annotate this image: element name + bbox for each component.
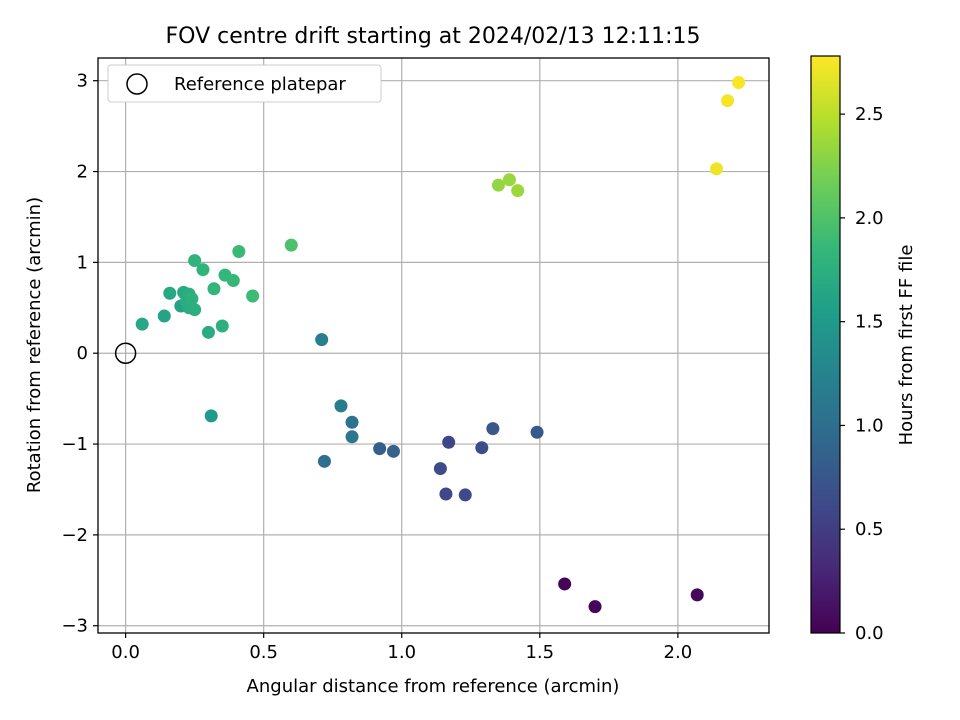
data-point xyxy=(315,333,329,347)
chart-title: FOV centre drift starting at 2024/02/13 … xyxy=(166,24,701,49)
data-point xyxy=(345,415,359,429)
grid-lines xyxy=(98,58,769,633)
y-tick-label: 0 xyxy=(77,343,88,364)
legend-marker-reference xyxy=(126,73,148,95)
colorbar-tick-label: 0.0 xyxy=(855,623,884,644)
colorbar-tick-label: 2.5 xyxy=(855,104,884,125)
y-tick-label: −1 xyxy=(61,434,88,455)
x-tick-label: 1.0 xyxy=(387,642,416,663)
data-point xyxy=(373,442,387,456)
data-point xyxy=(386,444,400,458)
legend-label-reference: Reference platepar xyxy=(174,74,346,95)
x-axis-label: Angular distance from reference (arcmin) xyxy=(247,676,620,697)
x-tick-label: 2.0 xyxy=(664,642,693,663)
y-tick-label: −3 xyxy=(61,616,88,637)
data-point xyxy=(511,184,525,198)
data-point xyxy=(732,76,746,90)
x-axis-ticks: 0.0 0.5 1.0 1.5 2.0 xyxy=(111,633,692,663)
data-point xyxy=(721,94,735,108)
y-axis-ticks: −3 −2 −1 0 1 2 3 xyxy=(61,71,98,637)
data-point xyxy=(207,282,221,296)
colorbar-gradient xyxy=(811,56,840,633)
colorbar-label: Hours from first FF file xyxy=(896,245,917,446)
data-point xyxy=(201,325,215,339)
data-point xyxy=(442,435,456,449)
y-tick-label: 1 xyxy=(77,252,88,273)
data-point xyxy=(558,577,572,591)
y-tick-label: 3 xyxy=(77,71,88,92)
data-point xyxy=(317,454,331,468)
colorbar: 0.0 0.5 1.0 1.5 2.0 2.5 Hours from first FF f… xyxy=(810,55,917,644)
data-point xyxy=(226,274,240,288)
colorbar-tick-label: 1.0 xyxy=(855,415,884,436)
data-point xyxy=(486,422,500,436)
data-point xyxy=(491,178,505,192)
data-point xyxy=(458,488,472,502)
y-axis-label: Rotation from reference (arcmin) xyxy=(24,197,45,493)
data-point xyxy=(246,289,260,303)
data-point xyxy=(345,430,359,444)
data-point xyxy=(475,441,489,455)
legend: Reference platepar xyxy=(107,64,382,103)
data-points xyxy=(114,76,746,614)
data-point xyxy=(284,238,298,252)
x-tick-label: 1.5 xyxy=(525,642,554,663)
colorbar-tick-label: 2.0 xyxy=(855,208,884,229)
x-tick-label: 0.0 xyxy=(111,642,140,663)
data-point xyxy=(157,309,171,323)
data-point xyxy=(690,588,704,602)
legend-box xyxy=(107,64,382,103)
y-tick-label: −2 xyxy=(61,525,88,546)
data-point xyxy=(710,162,724,176)
data-point xyxy=(334,399,348,413)
colorbar-frame xyxy=(810,55,841,634)
data-point xyxy=(502,173,516,187)
colorbar-ticks: 0.0 0.5 1.0 1.5 2.0 2.5 xyxy=(840,104,884,644)
colorbar-tick-label: 0.5 xyxy=(855,519,884,540)
data-point xyxy=(215,319,229,333)
data-point xyxy=(196,263,210,277)
data-point xyxy=(433,462,447,476)
data-point xyxy=(204,409,218,423)
data-point xyxy=(163,286,177,300)
data-point xyxy=(135,317,149,331)
data-point xyxy=(185,292,199,306)
data-point xyxy=(232,244,246,258)
data-point xyxy=(588,600,602,614)
reference-platepar-marker xyxy=(114,342,137,364)
x-tick-label: 0.5 xyxy=(249,642,278,663)
data-point xyxy=(530,425,544,439)
colorbar-tick-label: 1.5 xyxy=(855,312,884,333)
y-tick-label: 2 xyxy=(77,162,88,183)
plot-frame xyxy=(97,57,770,634)
data-point xyxy=(188,254,202,268)
data-point xyxy=(439,487,453,501)
data-point xyxy=(188,303,202,317)
